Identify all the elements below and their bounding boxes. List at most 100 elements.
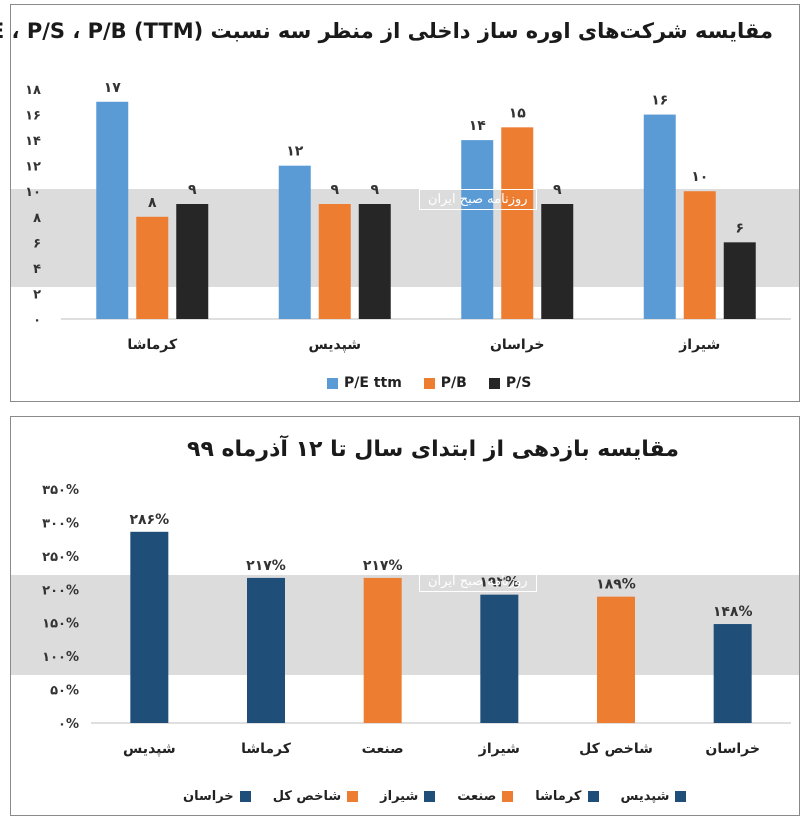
bar-pb bbox=[318, 204, 351, 319]
legend-swatch bbox=[502, 791, 514, 802]
data-label: ۹ bbox=[553, 182, 562, 198]
data-label: ۱۰ bbox=[691, 169, 708, 185]
legend-swatch bbox=[347, 791, 359, 802]
y-tick-label: ۲ bbox=[33, 287, 41, 302]
data-label: ۱۶ bbox=[651, 93, 668, 109]
data-label: ۹ bbox=[330, 182, 339, 198]
data-label: ۲۱۷% bbox=[363, 558, 403, 574]
data-label: ۱۹۲% bbox=[479, 575, 519, 591]
legend-swatch bbox=[424, 791, 436, 802]
bar-ps bbox=[723, 242, 756, 319]
data-label: ۲۱۷% bbox=[246, 558, 286, 574]
category-label: کرماشا bbox=[127, 337, 178, 353]
data-label: ۲۸۶% bbox=[129, 512, 169, 528]
legend-label: صنعت bbox=[457, 789, 497, 804]
data-label: ۹ bbox=[370, 182, 379, 198]
bar-pettm bbox=[461, 140, 494, 319]
legend-swatch-pb bbox=[423, 377, 435, 389]
data-label: ۱۸۹% bbox=[596, 577, 636, 593]
legend-item: کرماشا bbox=[535, 789, 599, 804]
bar-pettm bbox=[643, 114, 676, 319]
bar-ps bbox=[176, 204, 209, 319]
bar bbox=[247, 577, 285, 723]
category-label: خراسان bbox=[705, 741, 760, 757]
bar-pb bbox=[501, 127, 534, 319]
y-tick-label: ۰ bbox=[33, 313, 41, 328]
category-label: کرماشا bbox=[241, 741, 292, 757]
return-bar-chart: ۰% ۵۰% ۱۰۰% ۱۵۰% ۲۰۰% ۲۵۰% ۳۰۰% ۳۵۰% ۲۸۶% شپدیس ۲۱… bbox=[42, 483, 791, 757]
bar-pettm bbox=[278, 165, 311, 319]
legend-item: شاخص کل bbox=[272, 789, 359, 804]
legend-swatch bbox=[239, 791, 251, 802]
legend-swatch-ps bbox=[488, 377, 500, 389]
legend-swatch-pe bbox=[327, 377, 338, 389]
category-label: شیراز bbox=[678, 337, 720, 353]
watermark-text: روزنامه صبح ایران bbox=[419, 571, 537, 592]
bar-pb bbox=[683, 191, 716, 319]
legend-label: شیراز bbox=[380, 789, 419, 804]
y-tick-label: ۳۰۰% bbox=[42, 516, 79, 531]
category-label: شیراز bbox=[478, 741, 520, 757]
y-tick-label: ۵۰% bbox=[50, 684, 79, 699]
legend-label: شپدیس bbox=[620, 789, 670, 804]
y-tick-label: ۱۴ bbox=[25, 134, 41, 149]
data-label: ۱۵ bbox=[509, 105, 527, 121]
y-tick-label: ۲۵۰% bbox=[42, 550, 79, 565]
bar bbox=[480, 594, 519, 723]
legend-item: صنعت bbox=[457, 789, 514, 804]
legend-item: شپدیس bbox=[621, 789, 687, 804]
legend-item: شیراز bbox=[380, 789, 436, 804]
data-label: ۱۲ bbox=[286, 144, 304, 160]
data-label: ۸ bbox=[148, 195, 157, 211]
chart-title: مقایسه شرکت‌های اوره ساز داخلی از منظر س… bbox=[0, 19, 773, 43]
y-tick-label: ۲۰۰% bbox=[42, 583, 79, 598]
legend-label: کرماشا bbox=[535, 789, 582, 804]
legend-label: خراسان bbox=[183, 789, 234, 804]
category-label: صنعت bbox=[362, 741, 404, 757]
data-label: ۱۴۸% bbox=[713, 604, 753, 620]
category-label: خراسان bbox=[490, 337, 545, 353]
y-tick-label: ۱۲ bbox=[25, 160, 41, 175]
y-tick-label: ۸ bbox=[33, 211, 41, 226]
bar bbox=[363, 577, 402, 723]
bar-pettm bbox=[96, 101, 129, 320]
watermark-text: روزنامه صبح ایران bbox=[419, 189, 537, 210]
bar bbox=[597, 596, 635, 723]
y-tick-label: ۱۸ bbox=[25, 83, 41, 98]
chart-legend: P/E ttm P/B P/S bbox=[327, 375, 531, 391]
chart-title: مقایسه بازدهی از ابتدای سال تا ۱۲ آذرماه… bbox=[187, 437, 679, 462]
legend-label-pe: P/E ttm bbox=[344, 375, 402, 391]
data-label: ۶ bbox=[735, 220, 744, 236]
ratio-chart-panel: مقایسه شرکت‌های اوره ساز داخلی از منظر س… bbox=[0, 4, 800, 402]
bar bbox=[130, 531, 169, 723]
y-tick-label: ۱۵۰% bbox=[42, 617, 79, 632]
data-label: ۱۷ bbox=[104, 80, 122, 96]
category-label: شپدیس bbox=[308, 337, 361, 353]
legend-item: خراسان bbox=[183, 789, 251, 804]
y-tick-label: ۱۰۰% bbox=[42, 650, 79, 665]
y-tick-label: ۶ bbox=[33, 236, 41, 251]
bar-pb bbox=[136, 216, 169, 319]
chart-legend: شپدیس کرماشا صنعت شیراز شاخص کل خراسان bbox=[183, 789, 687, 804]
legend-item-pb: P/B bbox=[423, 375, 467, 391]
y-tick-label: ۴ bbox=[33, 262, 41, 277]
legend-item-pe: P/E ttm bbox=[327, 375, 402, 391]
data-label: ۱۴ bbox=[469, 118, 487, 134]
legend-swatch bbox=[587, 791, 599, 802]
y-tick-label: ۰% bbox=[58, 717, 79, 732]
legend-item-ps: P/S bbox=[488, 375, 532, 391]
legend-label-pb: P/B bbox=[440, 375, 467, 391]
ratio-bar-chart: ۰ ۲ ۴ ۶ ۸ ۱۰ ۱۲ ۱۴ ۱۶ ۱۸ ۱۷ ۸ ۹ کرماشا ۱۲ ۹ ۹ شپدیس ۱۴ ۱۵ ۹ خ… bbox=[25, 80, 791, 353]
bar-ps bbox=[358, 204, 391, 319]
category-label: شاخص کل bbox=[579, 741, 653, 757]
legend-swatch bbox=[675, 791, 687, 802]
category-label: شپدیس bbox=[123, 741, 176, 757]
bar-ps bbox=[541, 204, 574, 319]
y-tick-label: ۱۰ bbox=[25, 185, 41, 200]
data-label: ۹ bbox=[188, 182, 197, 198]
return-chart-panel: مقایسه بازدهی از ابتدای سال تا ۱۲ آذرماه… bbox=[10, 416, 800, 816]
legend-label-ps: P/S bbox=[505, 375, 532, 391]
y-tick-label: ۳۵۰% bbox=[42, 483, 79, 498]
legend-label: شاخص کل bbox=[272, 789, 342, 804]
y-tick-label: ۱۶ bbox=[25, 109, 41, 124]
